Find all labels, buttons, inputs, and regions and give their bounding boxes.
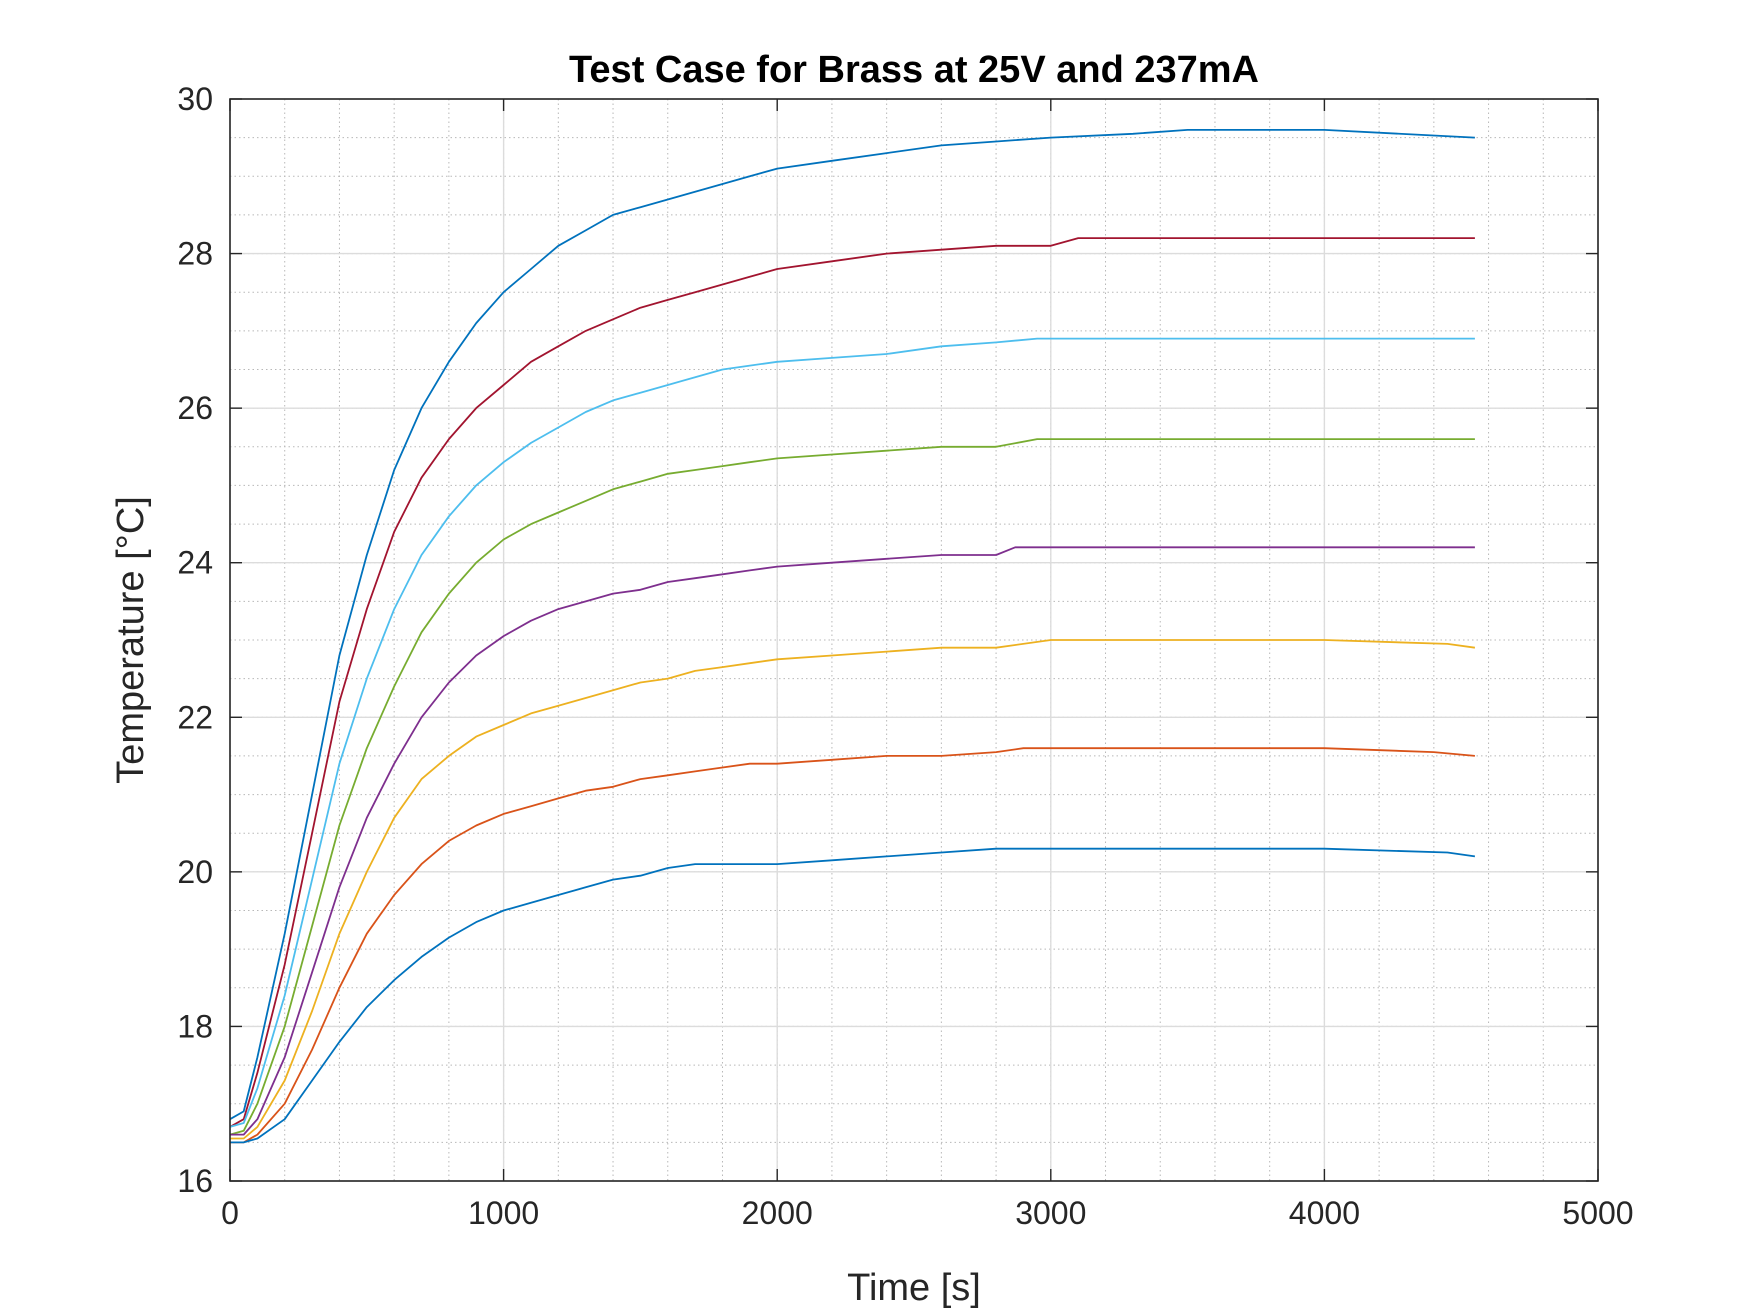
y-tick-label: 30 — [177, 81, 213, 117]
series-line-4 — [229, 438, 1475, 1136]
x-tick-label: 1000 — [468, 1195, 539, 1231]
y-tick-label: 24 — [177, 545, 213, 581]
series-line-3 — [229, 337, 1475, 1128]
y-tick-label: 20 — [177, 854, 213, 890]
y-tick-label: 16 — [177, 1163, 213, 1199]
chart-title: Test Case for Brass at 25V and 237mA — [569, 49, 1259, 91]
series-line-2 — [229, 237, 1475, 1128]
series-line-8 — [230, 847, 1476, 1144]
y-tick-label: 18 — [177, 1008, 213, 1044]
x-tick-label: 2000 — [742, 1195, 813, 1231]
series-line-1 — [229, 129, 1475, 1120]
y-tick-label: 22 — [177, 699, 213, 735]
x-tick-label: 3000 — [1015, 1195, 1086, 1231]
x-tick-label: 0 — [221, 1195, 239, 1231]
y-tick-label: 28 — [177, 236, 213, 272]
series-line-5 — [230, 546, 1475, 1136]
series-line-6 — [230, 639, 1476, 1140]
axis-ticks — [229, 98, 1599, 1182]
y-tick-label: 26 — [177, 390, 213, 426]
x-axis-label: Time [s] — [847, 1267, 981, 1309]
y-tick-labels: 16 18 20 22 24 26 28 30 — [177, 81, 213, 1199]
y-axis-label: Temperature [°C] — [110, 496, 152, 784]
x-tick-label: 4000 — [1289, 1195, 1360, 1231]
plot-frame — [229, 98, 1599, 1182]
series-layer — [229, 129, 1476, 1144]
series-line-7 — [230, 747, 1475, 1144]
x-tick-labels: 0 1000 2000 3000 4000 5000 — [221, 1195, 1633, 1231]
x-tick-label: 5000 — [1562, 1195, 1633, 1231]
